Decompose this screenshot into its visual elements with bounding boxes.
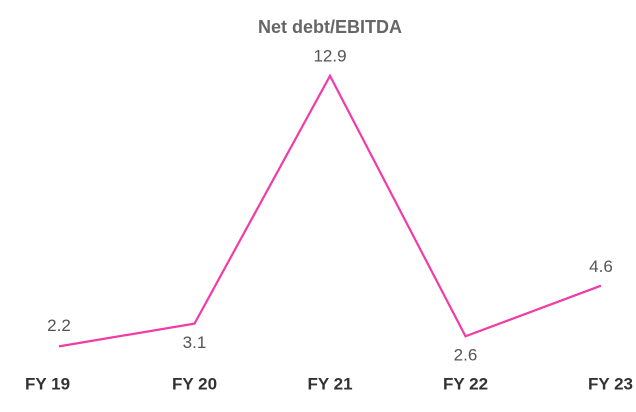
chart-title: Net debt/EBITDA bbox=[258, 17, 402, 37]
data-label: 2.6 bbox=[454, 346, 478, 365]
data-label: 12.9 bbox=[313, 46, 346, 65]
x-tick-label: FY 20 bbox=[172, 374, 217, 393]
data-label: 4.6 bbox=[589, 257, 613, 276]
x-tick-label: FY 22 bbox=[443, 374, 488, 393]
line bbox=[58, 73, 602, 348]
data-label: 2.2 bbox=[47, 316, 71, 335]
x-tick-label: FY 19 bbox=[25, 374, 70, 393]
data-label: 3.1 bbox=[183, 333, 207, 352]
x-tick-label: FY 23 bbox=[588, 374, 633, 393]
x-tick-label: FY 21 bbox=[307, 374, 352, 393]
